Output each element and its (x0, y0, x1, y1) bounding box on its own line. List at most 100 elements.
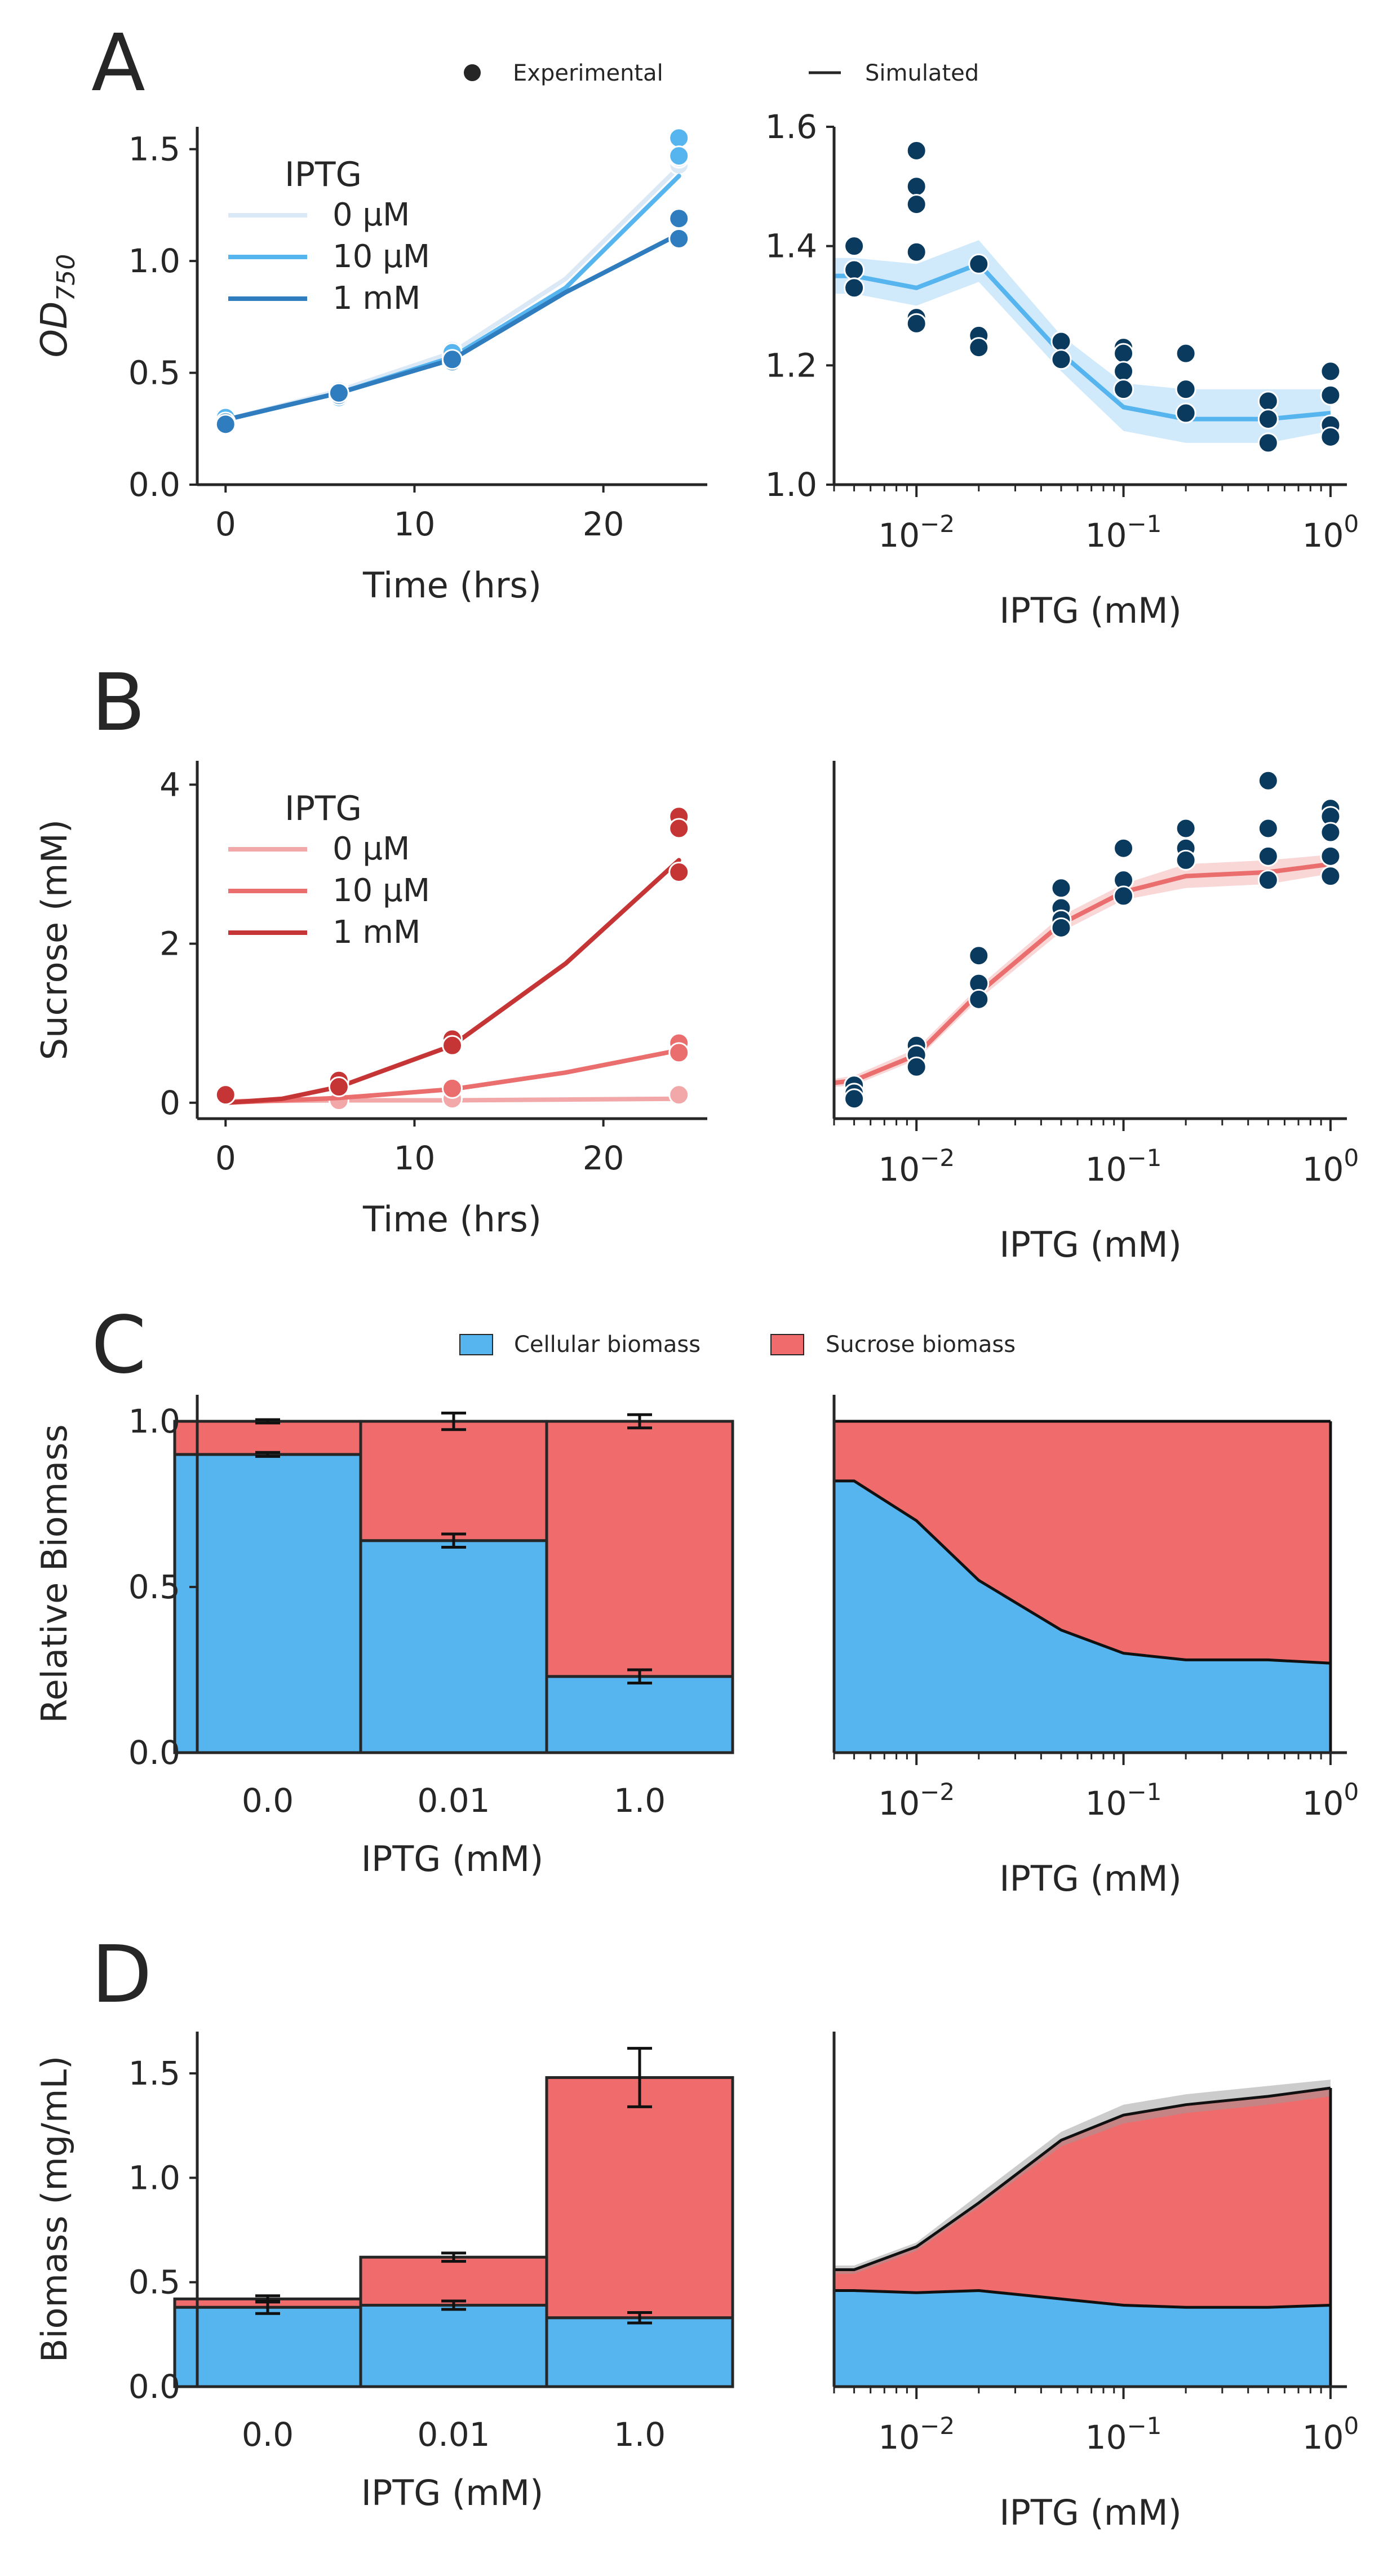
bar-segment (359, 1420, 548, 1542)
uncertainty-band (834, 2080, 1331, 2274)
data-point (1320, 845, 1341, 867)
data-point (1175, 818, 1196, 839)
bar-segment (545, 1675, 734, 1754)
data-point (1113, 885, 1134, 907)
bar-segment (173, 1453, 362, 1754)
y-tick-label: 1.6 (765, 108, 817, 146)
data-point (906, 176, 927, 197)
x-tick-label: 10−1 (1085, 510, 1162, 555)
data-point (1175, 343, 1196, 364)
data-point (668, 208, 690, 229)
data-point (1257, 409, 1279, 430)
x-tick-label: 10−2 (878, 2412, 955, 2457)
data-point (1320, 361, 1341, 382)
x-tick-label: 10−1 (1085, 1144, 1162, 1189)
data-point (668, 1084, 690, 1106)
x-tick-label: 20 (583, 1139, 624, 1177)
x-axis-label: Time (hrs) (362, 565, 542, 606)
data-point (968, 253, 990, 274)
data-point (1050, 877, 1072, 899)
legend-entry-label: 1 mM (333, 280, 420, 317)
data-point (1113, 361, 1134, 382)
y-tick-label: 0.0 (128, 1733, 180, 1772)
data-point (1257, 391, 1279, 412)
data-point (668, 228, 690, 249)
x-axis-label: Time (hrs) (362, 1199, 542, 1240)
x-tick-label: 10−2 (878, 510, 955, 555)
uncertainty-band (834, 854, 1331, 1087)
legend-simulated-label: Simulated (865, 60, 979, 86)
data-point (906, 241, 927, 263)
x-tick-label: 0 (215, 505, 236, 543)
x-tick-label: 100 (1302, 510, 1359, 555)
data-point (668, 145, 690, 167)
data-point (1113, 837, 1134, 859)
x-tick-label: 10−2 (878, 1778, 955, 1823)
x-tick-label: 1.0 (614, 2415, 666, 2454)
legend-title: IPTG (285, 155, 362, 194)
bar-segment (173, 2305, 362, 2388)
data-point (1050, 349, 1072, 370)
data-point (1320, 822, 1341, 843)
data-point (442, 1035, 463, 1056)
data-point (328, 1076, 349, 1098)
chart-b-sucrose-vs-iptg: 10−2 10−1 100 IPTG (mM) (832, 761, 1359, 1265)
legend-c: Cellular biomass Sucrose biomass (459, 1332, 1016, 1358)
legend-entry-label: 10 μM (333, 238, 430, 275)
legend-sucrose-label: Sucrose biomass (826, 1332, 1016, 1358)
series-line (223, 165, 681, 422)
chart-c-relative-biomass-bars: 0.0 0.01 1.0 0.0 0.5 1.0 IPTG (mM) Relative Bio… (34, 1395, 734, 1879)
series-line (223, 858, 681, 1105)
panel-label-b: B (91, 657, 145, 749)
data-point (1175, 402, 1196, 424)
y-tick-label: 1.5 (128, 2054, 180, 2092)
data-point (844, 259, 865, 281)
x-tick-label: 20 (583, 505, 624, 543)
legend-experimental-marker (464, 64, 481, 81)
y-tick-label: 1.0 (128, 2158, 180, 2197)
x-tick-label: 0 (215, 1139, 236, 1177)
x-tick-label: 0.0 (242, 1781, 294, 1820)
legend-entry-label: 0 μM (333, 197, 410, 233)
data-point (968, 988, 990, 1010)
y-tick-label: 1.0 (765, 465, 817, 504)
data-point (906, 1056, 927, 1078)
y-tick-label: 1.5 (128, 130, 180, 169)
x-axis-label: IPTG (mM) (361, 2472, 544, 2513)
data-point (1320, 426, 1341, 447)
bar-segment (545, 2316, 734, 2388)
bar-segment (359, 2303, 548, 2388)
data-point (1175, 379, 1196, 400)
bar-segment (545, 1420, 734, 1678)
x-tick-label: 10 (394, 505, 436, 543)
bar-segment (173, 1420, 362, 1456)
x-tick-label: 100 (1302, 1144, 1359, 1189)
x-axis-label: IPTG (mM) (999, 2492, 1182, 2533)
data-point (442, 1078, 463, 1099)
bar-segment (545, 2076, 734, 2320)
bar-segment (359, 1539, 548, 1754)
x-tick-label: 0.01 (417, 2415, 490, 2454)
x-tick-label: 10−2 (878, 1144, 955, 1189)
bar-segment (359, 2255, 548, 2307)
y-axis-label: Sucrose (mM) (34, 819, 75, 1060)
data-point (1175, 849, 1196, 871)
legend-entry-label: 1 mM (333, 914, 420, 951)
data-point (1257, 770, 1279, 791)
data-point (1257, 845, 1279, 867)
data-point (844, 236, 865, 257)
data-point (215, 1084, 236, 1106)
legend-entry-label: 10 μM (333, 872, 430, 909)
legend-experimental-label: Experimental (513, 60, 663, 86)
data-point (1320, 384, 1341, 406)
data-point (1257, 870, 1279, 891)
x-axis-label: IPTG (mM) (999, 590, 1182, 631)
data-point (968, 945, 990, 966)
x-tick-label: 10 (394, 1139, 436, 1177)
y-tick-label: 0.5 (128, 1568, 180, 1606)
legend-top: Experimental Simulated (464, 60, 979, 86)
legend-entry-label: 0 μM (333, 831, 410, 867)
data-point (668, 127, 690, 149)
